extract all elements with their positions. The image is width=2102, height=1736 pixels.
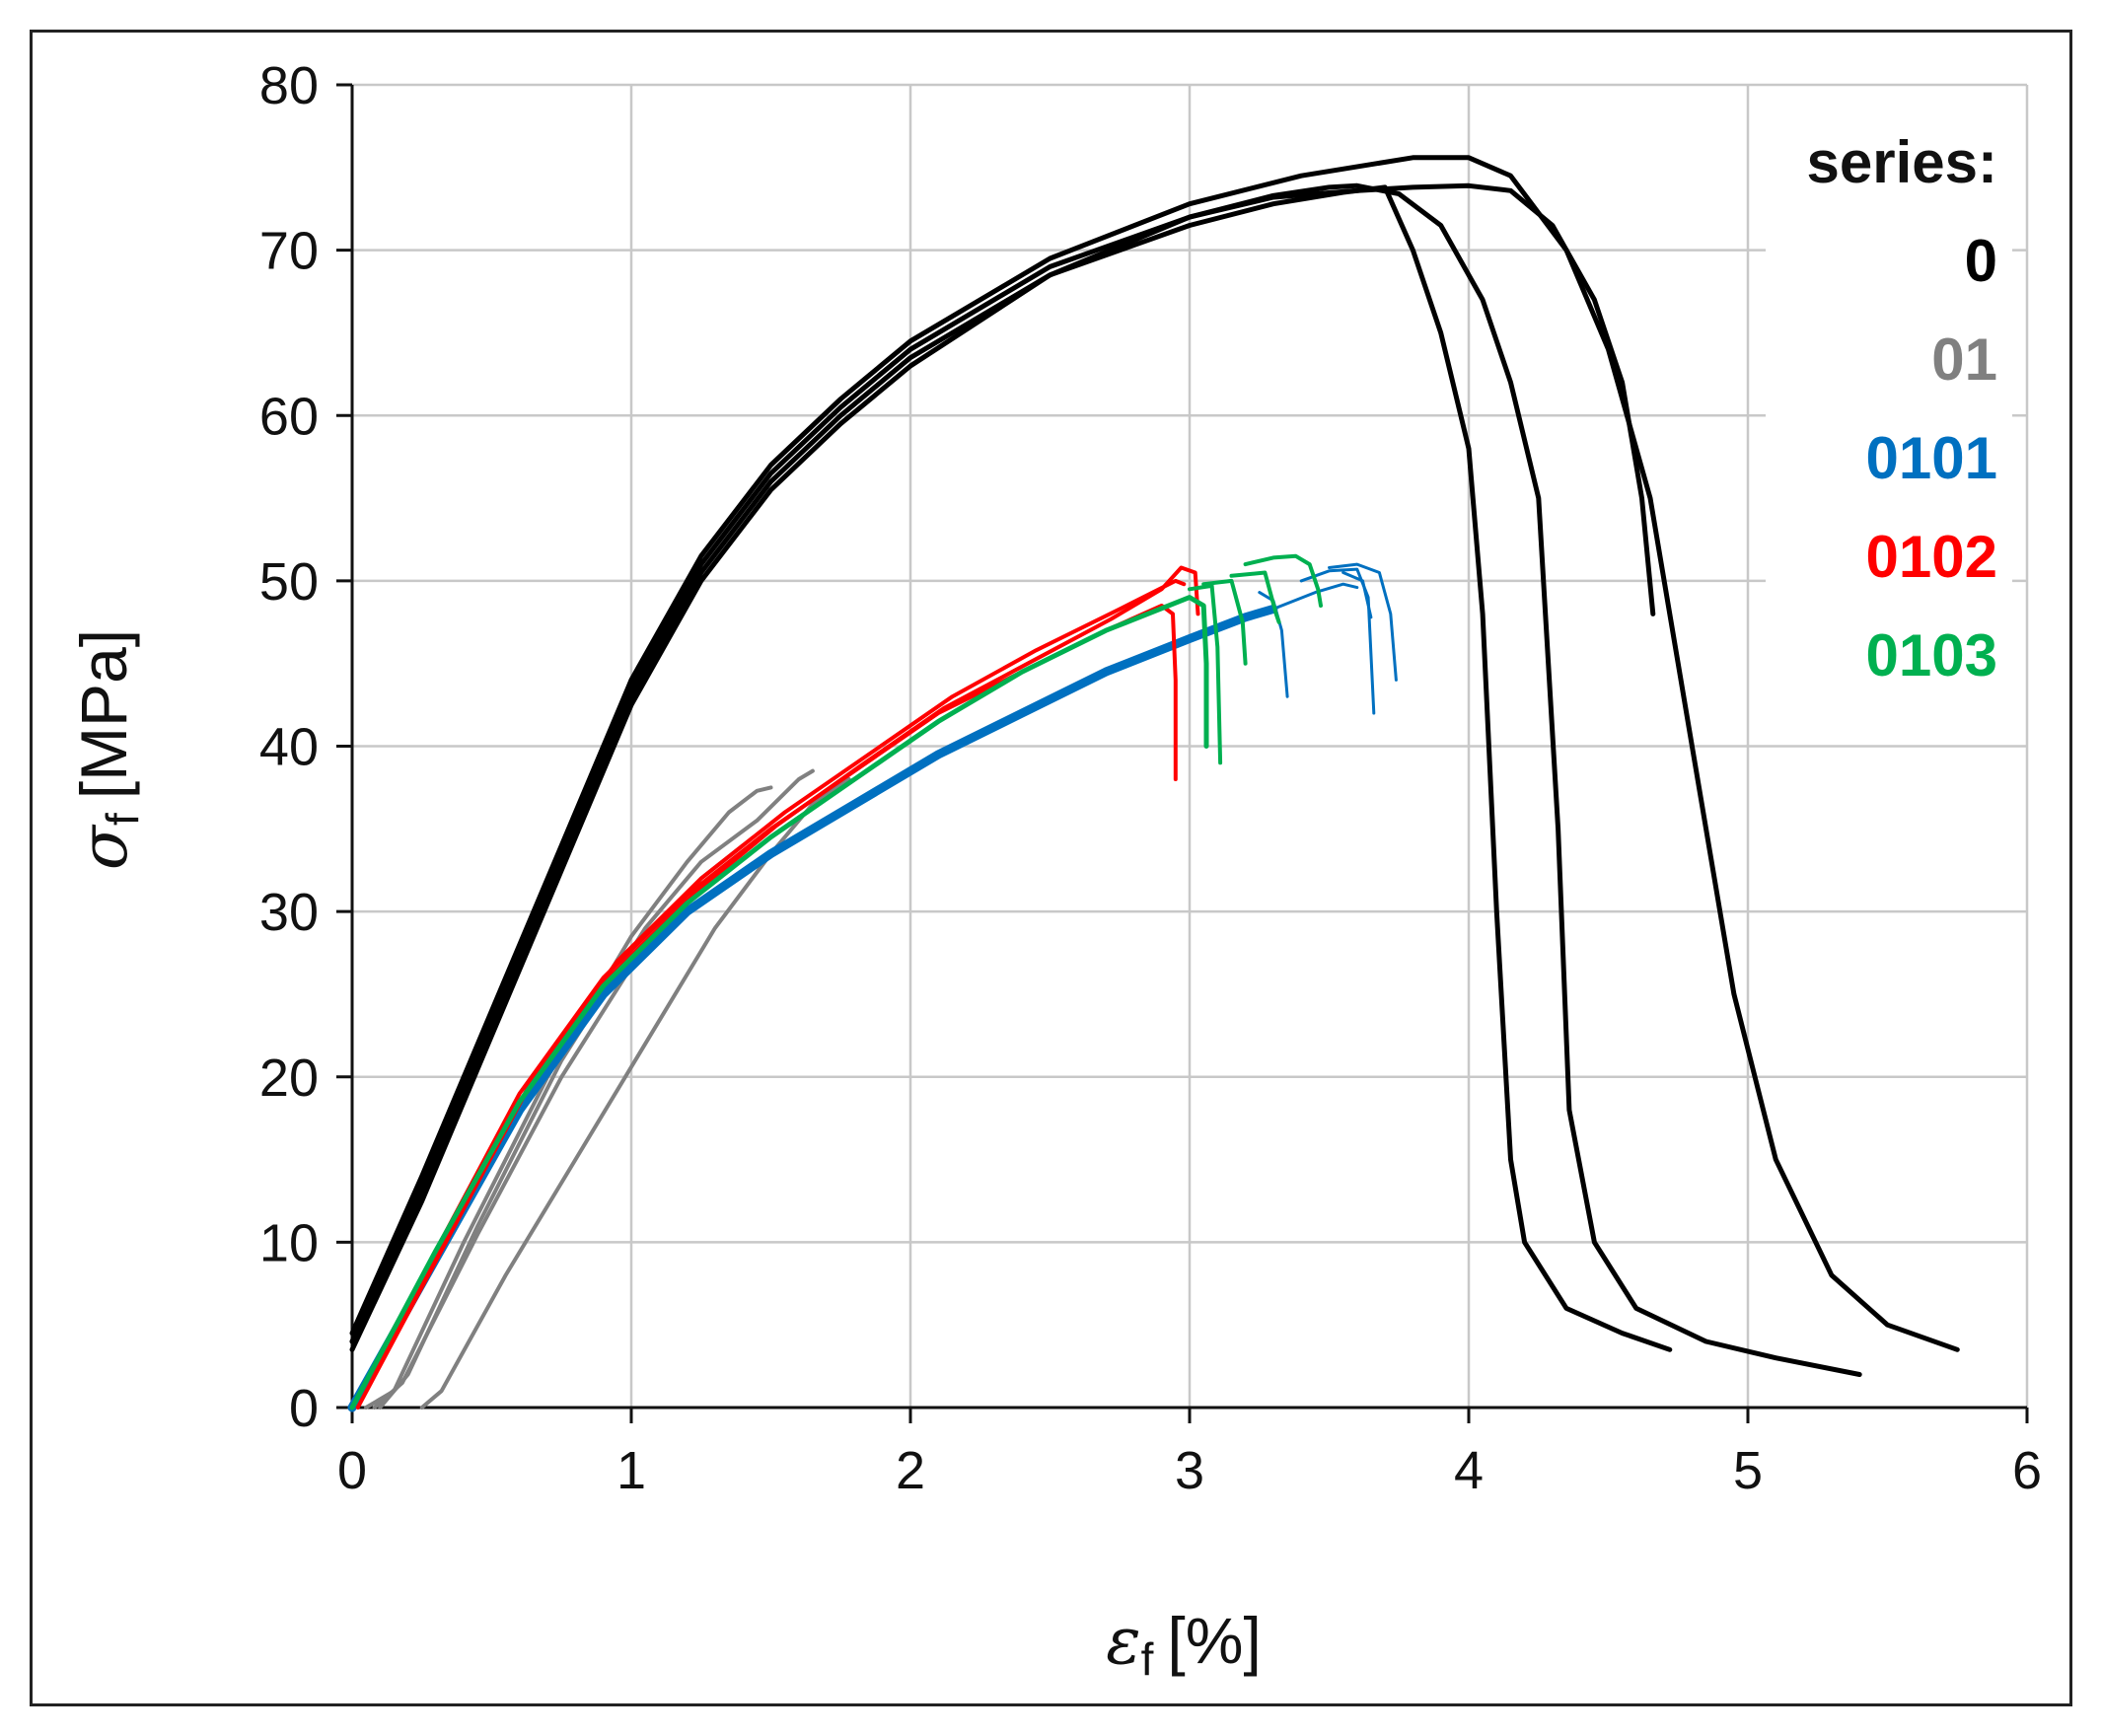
series-line-0103 <box>1201 578 1248 666</box>
x-axis-unit: [%] <box>1167 1604 1261 1677</box>
series-line-0101 <box>1328 562 1398 682</box>
x-tick-label: 4 <box>1454 1441 1484 1500</box>
series-line-0101 <box>1299 567 1376 715</box>
y-tick-label: 80 <box>259 56 319 115</box>
x-axis-subscript: f <box>1141 1633 1154 1685</box>
series-line-0102 <box>350 604 1178 1410</box>
legend-entry-01: 01 <box>1931 326 1997 393</box>
x-tick-label: 2 <box>896 1441 925 1500</box>
legend-entry-0101: 0101 <box>1866 425 1997 491</box>
legend-entry-0103: 0103 <box>1866 622 1997 688</box>
x-tick-label: 1 <box>616 1441 646 1500</box>
series-line-0103 <box>1229 570 1281 624</box>
x-tick-label: 0 <box>337 1441 367 1500</box>
series-line-0102 <box>355 565 1200 1410</box>
series-line-0103 <box>1243 553 1323 608</box>
series-line-0101 <box>1341 571 1373 619</box>
series-line-0 <box>349 182 1656 1352</box>
series-line-0103 <box>1188 583 1223 765</box>
series-line-0103 <box>349 595 1209 1410</box>
series-line-01 <box>372 843 746 1410</box>
y-axis-subscript: f <box>97 813 148 826</box>
y-tick-label: 0 <box>289 1379 319 1438</box>
series-line-0 <box>349 182 1862 1377</box>
y-axis-title: σf [MPa] <box>66 629 148 870</box>
x-tick-label: 3 <box>1175 1441 1204 1500</box>
legend-title: series: <box>1807 129 1997 195</box>
series-line-0102 <box>350 578 1187 1410</box>
legend-entry-0: 0 <box>1965 228 1997 294</box>
y-axis-symbol: σ <box>66 824 142 870</box>
series-line-01 <box>364 785 773 1410</box>
y-tick-label: 10 <box>259 1213 319 1272</box>
series-line-0101 <box>1271 582 1359 611</box>
legend-background <box>1766 116 2012 708</box>
y-tick-label: 60 <box>259 387 319 446</box>
chart-frame <box>30 30 2072 1706</box>
grid-lines <box>352 83 2029 1408</box>
x-axis-title: εf [%] <box>1106 1603 1262 1685</box>
series-line-0 <box>349 184 1673 1352</box>
y-axis-unit: [MPa] <box>67 629 140 799</box>
y-tick-label: 30 <box>259 883 319 942</box>
y-tick-label: 70 <box>259 222 319 281</box>
y-tick-label: 40 <box>259 718 319 777</box>
legend-entry-0102: 0102 <box>1866 524 1997 590</box>
x-axis-symbol: ε <box>1106 1603 1140 1679</box>
series-line-01 <box>419 777 851 1410</box>
x-tick-label: 6 <box>2012 1441 2042 1500</box>
x-tick-label: 5 <box>1733 1441 1763 1500</box>
data-series <box>347 155 1960 1412</box>
series-line-0 <box>349 155 1960 1352</box>
y-tick-labels: 0 10 20 30 40 50 60 70 80 <box>259 56 319 1438</box>
y-tick-label: 20 <box>259 1049 319 1108</box>
y-tick-label: 50 <box>259 552 319 612</box>
axes <box>336 83 2029 1423</box>
x-tick-labels: 0 1 2 3 4 5 6 <box>337 1441 2042 1500</box>
series-line-0101 <box>347 604 1278 1412</box>
